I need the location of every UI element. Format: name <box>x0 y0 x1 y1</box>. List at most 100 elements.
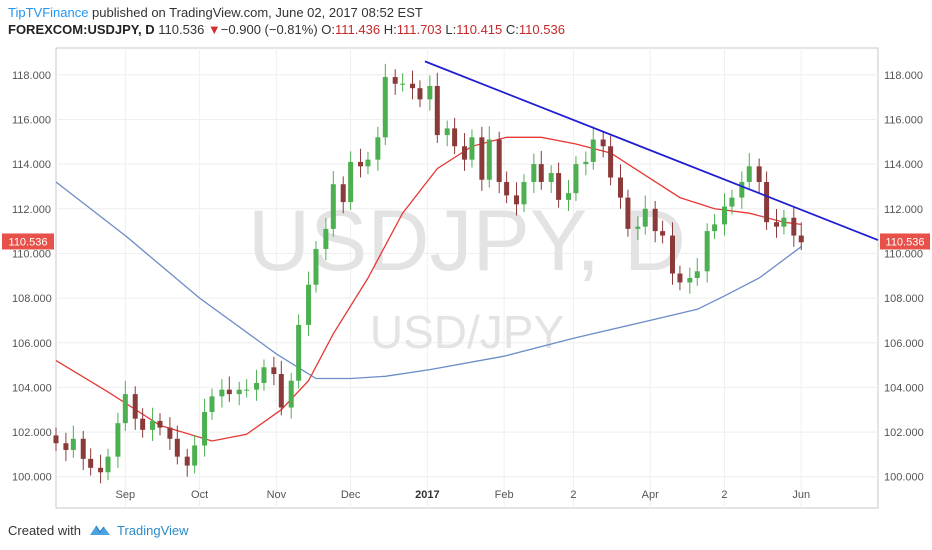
candle-body <box>791 217 797 236</box>
candle-body <box>548 173 554 182</box>
candle-body <box>174 438 180 457</box>
symbol-line: FOREXCOM:USDJPY, D 110.536 ▼−0.900 (−0.8… <box>8 21 565 38</box>
ma-fast-path <box>55 136 802 442</box>
candle-body <box>729 197 735 207</box>
x-tick-label: Dec <box>341 489 361 501</box>
candle-body <box>600 139 606 147</box>
watermark-symbol: USDJPY, D <box>248 193 686 289</box>
last-price-badge-right-text: 110.536 <box>886 236 925 248</box>
y-tick-label-right: 104.000 <box>884 382 924 394</box>
candle-body <box>365 159 371 167</box>
y-tick-label-right: 108.000 <box>884 293 924 305</box>
candle-body <box>226 389 232 395</box>
y-axis-right: 100.000 102.000 104.000 106.000 108.000 110.0… <box>884 70 924 484</box>
candle-body <box>410 83 416 89</box>
y-tick-label-left: 102.000 <box>12 427 52 439</box>
trendline[interactable] <box>424 60 879 241</box>
candle-body <box>739 181 745 198</box>
candle-body <box>677 273 683 283</box>
candle-body <box>721 206 727 225</box>
candle-body <box>244 389 250 391</box>
down-arrow-icon: ▼ <box>207 22 221 37</box>
x-tick-label: Feb <box>495 489 514 501</box>
footer: Created with TradingView <box>8 518 189 542</box>
candle-body <box>670 235 675 274</box>
candle-body <box>140 418 146 430</box>
candle-body <box>694 271 700 278</box>
candle-body <box>764 181 770 223</box>
last-price-badges: 110.536 110.536 <box>2 233 930 250</box>
candle-body <box>296 324 302 381</box>
candle-body <box>63 443 69 450</box>
plot-area[interactable] <box>55 47 879 509</box>
symbol-label[interactable]: FOREXCOM:USDJPY, D <box>8 22 155 37</box>
y-tick-label-left: 118.000 <box>12 70 51 82</box>
candle-body <box>88 458 94 468</box>
candle-body <box>115 423 121 457</box>
close-value: 110.536 <box>518 22 565 37</box>
candle-body <box>583 161 589 165</box>
candle-body <box>504 181 510 196</box>
high-value: 111.703 <box>396 22 442 37</box>
candle-body <box>271 367 277 375</box>
candle-body <box>150 420 156 430</box>
last-price-badge-right <box>880 233 930 250</box>
candle-body <box>514 195 520 205</box>
candle-body <box>452 128 458 147</box>
y-tick-label-left: 116.000 <box>12 114 51 126</box>
low-value: 110.415 <box>456 22 503 37</box>
candle-body <box>635 226 641 229</box>
author-link[interactable]: TipTVFinance <box>8 5 89 20</box>
trendline-path <box>424 60 879 241</box>
candle-body <box>392 77 398 84</box>
candle-body <box>444 128 450 136</box>
candle-body <box>348 161 354 203</box>
candle-body <box>469 137 475 160</box>
candle-body <box>556 173 562 200</box>
tradingview-logo-icon <box>89 523 111 537</box>
candle-body <box>573 164 579 194</box>
candle-body <box>773 222 779 227</box>
candle-body <box>122 394 128 424</box>
y-tick-label-left: 106.000 <box>12 338 52 350</box>
candle-body <box>590 139 596 162</box>
candle-body <box>105 456 111 473</box>
candle-body <box>538 164 544 182</box>
ma-fast-line <box>55 136 802 442</box>
x-tick-label: 2 <box>721 489 727 501</box>
candle-body <box>254 382 260 390</box>
x-tick-label: Apr <box>642 489 659 501</box>
y-axis-left: 100.000 102.000 104.000 106.000 108.000 110.0… <box>12 70 52 484</box>
publish-info: published on TradingView.com, June 02, 2… <box>88 5 423 20</box>
candle-body <box>479 137 485 180</box>
tradingview-brand-link[interactable]: TradingView <box>116 522 189 538</box>
candle-body <box>340 184 346 203</box>
candle-body <box>434 85 440 136</box>
candle-body <box>358 161 364 167</box>
y-tick-label-left: 114.000 <box>12 159 51 171</box>
watermark-pair: USD/JPY <box>370 306 564 358</box>
y-tick-label-right: 112.000 <box>884 204 923 216</box>
candle-body <box>202 411 208 446</box>
chart-header: TipTVFinance published on TradingView.co… <box>8 4 565 38</box>
low-label: L: <box>445 22 457 37</box>
candle-body <box>642 208 648 227</box>
candle-body <box>712 224 718 232</box>
candle-body <box>184 456 190 466</box>
candle-body <box>496 139 502 182</box>
candles <box>53 63 804 484</box>
candle-body <box>167 427 173 439</box>
candle-body <box>462 146 468 160</box>
change-text: −0.900 (−0.81%) <box>220 22 318 37</box>
y-tick-label-left: 100.000 <box>12 472 52 484</box>
candle-body <box>486 139 492 180</box>
candle-body <box>417 88 423 100</box>
candle-body <box>323 228 329 249</box>
y-tick-label-right: 114.000 <box>884 159 923 171</box>
x-tick-label: Nov <box>267 489 287 501</box>
candle-body <box>288 380 294 408</box>
x-tick-label: 2017 <box>415 489 439 501</box>
candle-body <box>687 278 693 283</box>
high-label: H: <box>383 22 397 37</box>
